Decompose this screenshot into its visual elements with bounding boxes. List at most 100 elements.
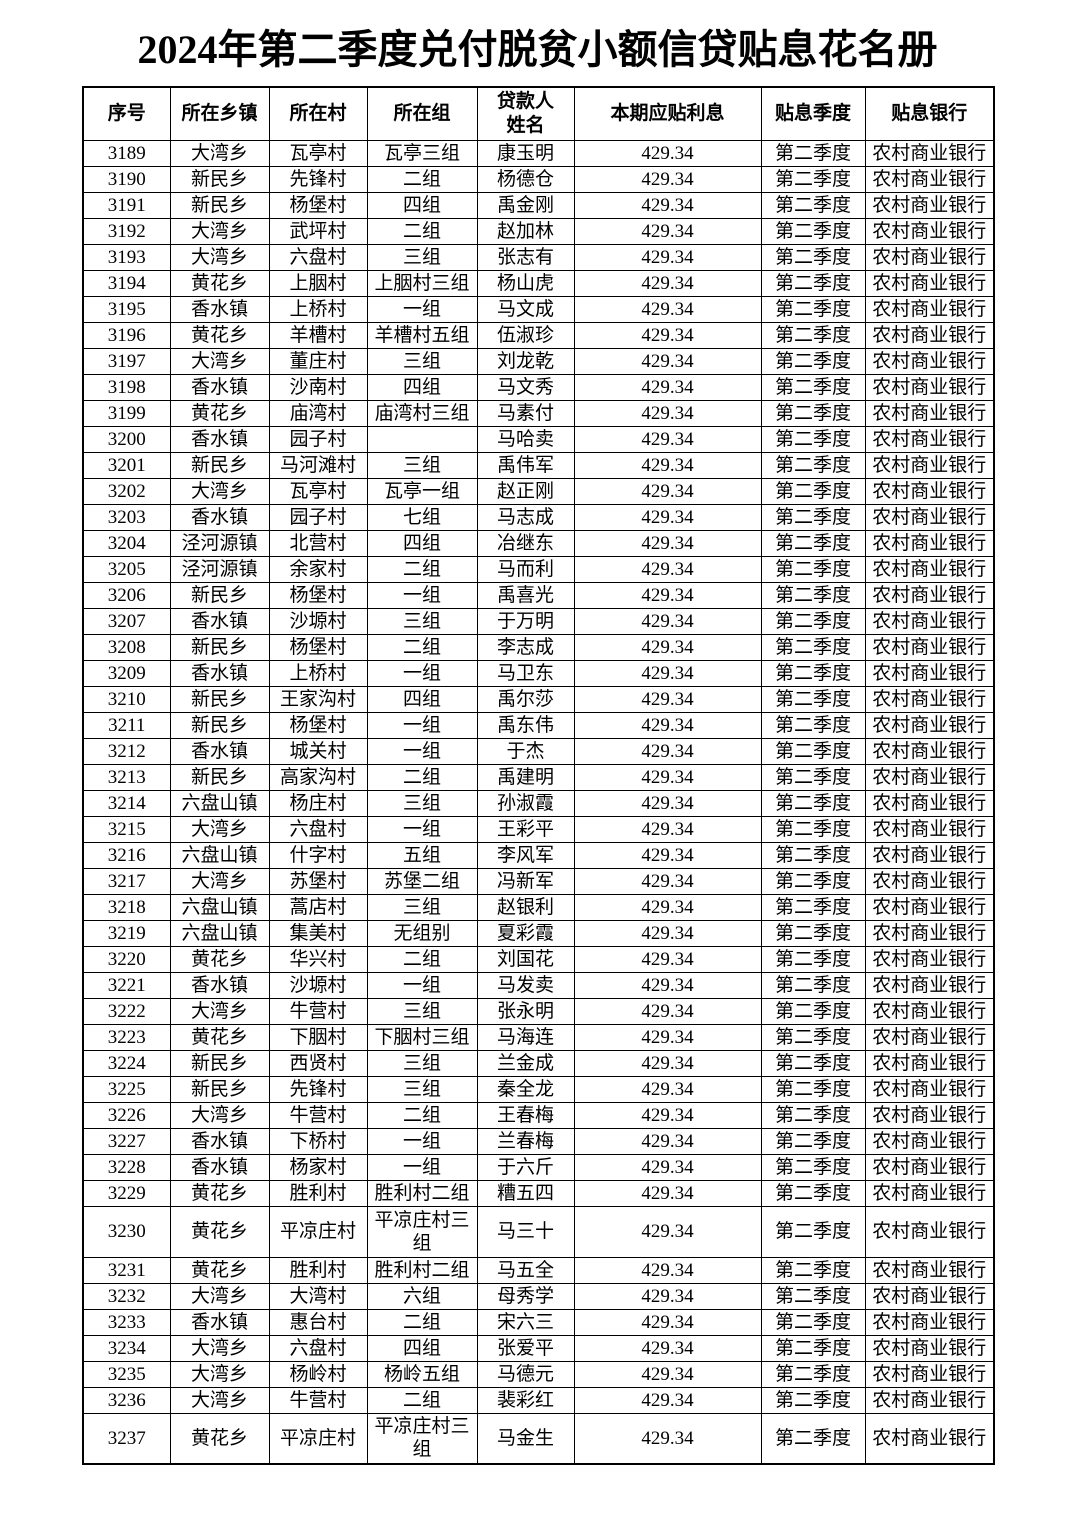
cell-township: 新民乡 <box>169 763 270 791</box>
cell-interest: 429.34 <box>573 477 762 505</box>
cell-borrower: 杨山虎 <box>476 269 575 297</box>
table-row: 3228 香水镇 杨家村 一组 于六斤 429.34 第二季度 农村商业银行 <box>82 1153 995 1181</box>
cell-township: 大湾乡 <box>169 347 270 375</box>
cell-group: 一组 <box>366 815 478 843</box>
cell-township: 香水镇 <box>169 295 270 323</box>
cell-bank: 农村商业银行 <box>864 1153 995 1181</box>
cell-borrower: 马德元 <box>476 1360 575 1388</box>
cell-group: 六组 <box>366 1282 478 1310</box>
cell-bank: 农村商业银行 <box>864 165 995 193</box>
cell-serial: 3212 <box>82 737 171 765</box>
cell-serial: 3225 <box>82 1075 171 1103</box>
cell-village: 惠台村 <box>268 1308 368 1336</box>
cell-bank: 农村商业银行 <box>864 1205 995 1258</box>
cell-serial: 3189 <box>82 139 171 167</box>
cell-serial: 3197 <box>82 347 171 375</box>
cell-quarter: 第二季度 <box>760 997 866 1025</box>
column-header-bank: 贴息银行 <box>864 86 995 141</box>
cell-township: 新民乡 <box>169 1049 270 1077</box>
cell-quarter: 第二季度 <box>760 841 866 869</box>
table-row: 3235 大湾乡 杨岭村 杨岭五组 马德元 429.34 第二季度 农村商业银行 <box>82 1360 995 1388</box>
cell-township: 六盘山镇 <box>169 789 270 817</box>
cell-group: 七组 <box>366 503 478 531</box>
cell-quarter: 第二季度 <box>760 1308 866 1336</box>
cell-bank: 农村商业银行 <box>864 893 995 921</box>
cell-group: 胜利村二组 <box>366 1179 478 1207</box>
cell-village: 杨堡村 <box>268 191 368 219</box>
cell-village: 瓦亭村 <box>268 477 368 505</box>
cell-serial: 3196 <box>82 321 171 349</box>
cell-serial: 3204 <box>82 529 171 557</box>
table-row: 3196 黄花乡 羊槽村 羊槽村五组 伍淑珍 429.34 第二季度 农村商业银行 <box>82 321 995 349</box>
cell-serial: 3224 <box>82 1049 171 1077</box>
cell-group: 一组 <box>366 737 478 765</box>
cell-borrower: 赵正刚 <box>476 477 575 505</box>
table-row: 3201 新民乡 马河滩村 三组 禹伟军 429.34 第二季度 农村商业银行 <box>82 451 995 479</box>
table-row: 3229 黄花乡 胜利村 胜利村二组 糟五四 429.34 第二季度 农村商业银行 <box>82 1179 995 1207</box>
cell-village: 下桥村 <box>268 1127 368 1155</box>
cell-borrower: 马素付 <box>476 399 575 427</box>
cell-township: 大湾乡 <box>169 1386 270 1414</box>
cell-bank: 农村商业银行 <box>864 1101 995 1129</box>
cell-borrower: 禹喜光 <box>476 581 575 609</box>
cell-quarter: 第二季度 <box>760 503 866 531</box>
cell-township: 大湾乡 <box>169 1334 270 1362</box>
cell-bank: 农村商业银行 <box>864 243 995 271</box>
cell-group: 一组 <box>366 971 478 999</box>
cell-bank: 农村商业银行 <box>864 581 995 609</box>
cell-group: 二组 <box>366 1308 478 1336</box>
cell-village: 武坪村 <box>268 217 368 245</box>
table-row: 3219 六盘山镇 集美村 无组别 夏彩霞 429.34 第二季度 农村商业银行 <box>82 919 995 947</box>
cell-township: 香水镇 <box>169 425 270 453</box>
cell-township: 黄花乡 <box>169 321 270 349</box>
cell-quarter: 第二季度 <box>760 1282 866 1310</box>
cell-serial: 3223 <box>82 1023 171 1051</box>
cell-interest: 429.34 <box>573 555 762 583</box>
cell-interest: 429.34 <box>573 529 762 557</box>
cell-village: 大湾村 <box>268 1282 368 1310</box>
cell-group: 四组 <box>366 529 478 557</box>
cell-interest: 429.34 <box>573 945 762 973</box>
cell-township: 黄花乡 <box>169 945 270 973</box>
cell-village: 牛营村 <box>268 1101 368 1129</box>
cell-serial: 3215 <box>82 815 171 843</box>
cell-serial: 3200 <box>82 425 171 453</box>
cell-quarter: 第二季度 <box>760 451 866 479</box>
cell-borrower: 于杰 <box>476 737 575 765</box>
cell-bank: 农村商业银行 <box>864 503 995 531</box>
cell-quarter: 第二季度 <box>760 1101 866 1129</box>
cell-bank: 农村商业银行 <box>864 321 995 349</box>
cell-village: 平凉庄村 <box>268 1412 368 1465</box>
cell-serial: 3222 <box>82 997 171 1025</box>
table-row: 3208 新民乡 杨堡村 二组 李志成 429.34 第二季度 农村商业银行 <box>82 633 995 661</box>
cell-quarter: 第二季度 <box>760 555 866 583</box>
cell-group: 瓦亭一组 <box>366 477 478 505</box>
cell-township: 大湾乡 <box>169 867 270 895</box>
cell-village: 杨堡村 <box>268 581 368 609</box>
cell-township: 新民乡 <box>169 581 270 609</box>
cell-interest: 429.34 <box>573 1282 762 1310</box>
cell-borrower: 禹建明 <box>476 763 575 791</box>
table-row: 3237 黄花乡 平凉庄村 平凉庄村三组 马金生 429.34 第二季度 农村商业银行 <box>82 1412 995 1465</box>
table-row: 3233 香水镇 惠台村 二组 宋六三 429.34 第二季度 农村商业银行 <box>82 1308 995 1336</box>
cell-village: 董庄村 <box>268 347 368 375</box>
cell-serial: 3203 <box>82 503 171 531</box>
table-row: 3209 香水镇 上桥村 一组 马卫东 429.34 第二季度 农村商业银行 <box>82 659 995 687</box>
cell-quarter: 第二季度 <box>760 867 866 895</box>
cell-group: 三组 <box>366 347 478 375</box>
cell-serial: 3226 <box>82 1101 171 1129</box>
table-row: 3225 新民乡 先锋村 三组 秦全龙 429.34 第二季度 农村商业银行 <box>82 1075 995 1103</box>
cell-interest: 429.34 <box>573 451 762 479</box>
cell-quarter: 第二季度 <box>760 399 866 427</box>
cell-quarter: 第二季度 <box>760 1205 866 1258</box>
cell-serial: 3234 <box>82 1334 171 1362</box>
cell-township: 香水镇 <box>169 1127 270 1155</box>
cell-borrower: 裴彩红 <box>476 1386 575 1414</box>
cell-group: 三组 <box>366 1075 478 1103</box>
table-row: 3189 大湾乡 瓦亭村 瓦亭三组 康玉明 429.34 第二季度 农村商业银行 <box>82 139 995 167</box>
table-row: 3231 黄花乡 胜利村 胜利村二组 马五全 429.34 第二季度 农村商业银行 <box>82 1256 995 1284</box>
cell-quarter: 第二季度 <box>760 191 866 219</box>
cell-village: 华兴村 <box>268 945 368 973</box>
cell-borrower: 马文秀 <box>476 373 575 401</box>
table-row: 3205 泾河源镇 余家村 二组 马而利 429.34 第二季度 农村商业银行 <box>82 555 995 583</box>
